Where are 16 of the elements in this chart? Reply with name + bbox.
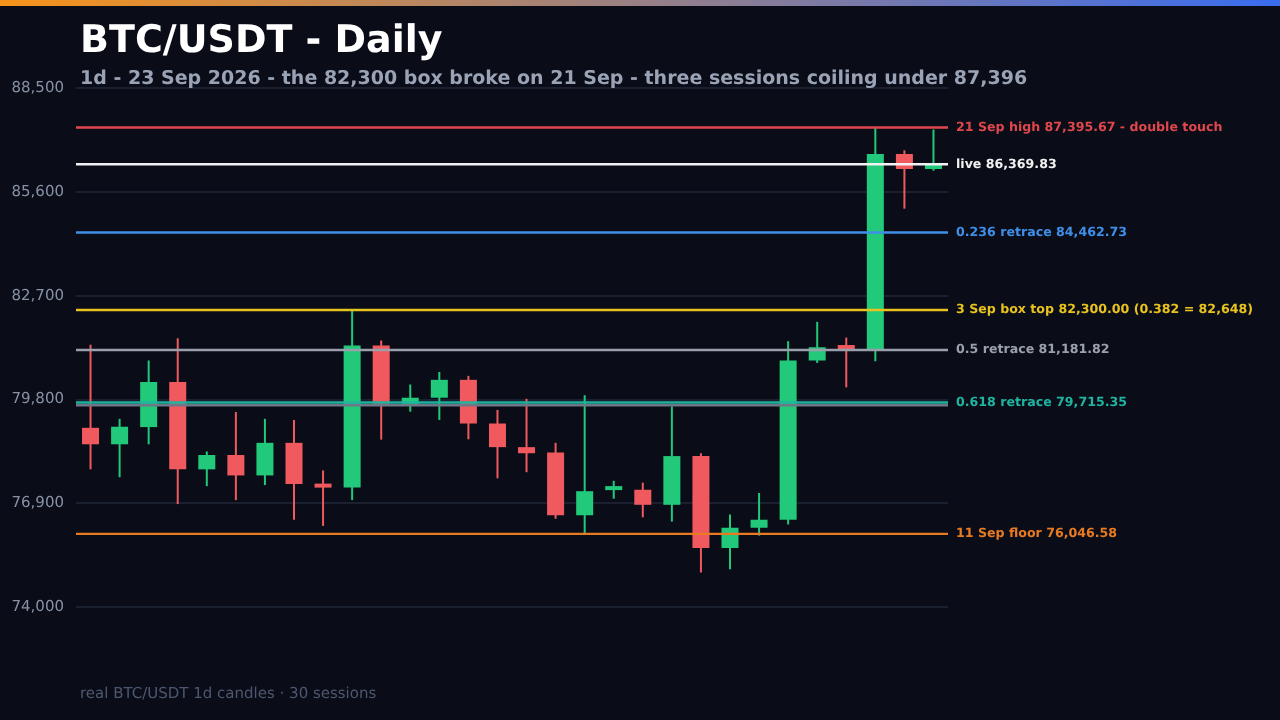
candlestick — [314, 469, 332, 527]
candlestick — [634, 481, 652, 519]
candlestick — [430, 370, 448, 421]
chart-subtitle: 1d - 23 Sep 2026 - the 82,300 box broke on 21 Sep - three sessions coiling under 87,396 — [80, 68, 1028, 90]
chart-title: BTC/USDT - Daily — [80, 18, 443, 62]
candlestick — [576, 394, 594, 535]
candlestick — [488, 408, 506, 480]
candlestick — [750, 491, 768, 537]
candlestick — [227, 411, 245, 502]
candlestick — [518, 397, 536, 474]
candlestick — [285, 418, 303, 521]
candlestick — [837, 336, 855, 389]
candlestick — [256, 417, 274, 487]
candlestick — [198, 450, 216, 488]
candlestick — [111, 417, 129, 479]
candlestick — [82, 343, 100, 471]
